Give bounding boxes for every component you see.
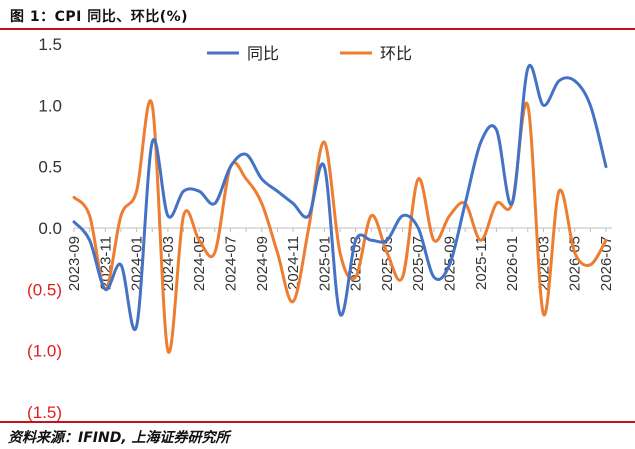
series-line-yoy xyxy=(72,63,608,331)
x-tick-label: 2024-11 xyxy=(285,236,302,290)
x-tick-label: 2024-07 xyxy=(222,236,239,291)
top-rule xyxy=(0,28,635,30)
y-tick-label: (1.5) xyxy=(27,403,62,422)
bottom-rule xyxy=(0,421,635,423)
y-axis: 1.5 1.0 0.5 0.0 (0.5) (1.0) (1.5) xyxy=(27,35,62,422)
legend: 同比 环比 xyxy=(207,44,412,63)
x-tick-label: 2026-07 xyxy=(598,236,615,291)
y-tick-label: (1.0) xyxy=(27,342,62,361)
series-line-mom xyxy=(72,99,608,354)
y-tick-label: 1.0 xyxy=(38,96,62,115)
figure-title: 图 1：CPI 同比、环比(%) xyxy=(10,9,189,25)
y-tick-label: (0.5) xyxy=(27,280,62,299)
x-tick-label: 2024-03 xyxy=(160,236,177,291)
y-tick-label: 0.0 xyxy=(38,219,62,238)
x-tick-label: 2025-07 xyxy=(410,236,427,291)
series-group xyxy=(72,63,608,354)
x-tick-label: 2026-01 xyxy=(504,236,521,291)
x-tick-label: 2023-09 xyxy=(66,236,83,291)
x-tick-label: 2024-05 xyxy=(191,236,208,291)
y-tick-label: 1.5 xyxy=(38,35,62,54)
source-note: 资料来源：IFIND, 上海证券研究所 xyxy=(8,430,230,446)
x-tick-label: 2025-05 xyxy=(379,236,396,291)
x-tick-label: 2024-09 xyxy=(254,236,271,291)
legend-label: 同比 xyxy=(247,44,279,63)
x-tick-label: 2025-11 xyxy=(473,236,490,290)
y-tick-label: 0.5 xyxy=(38,158,62,177)
legend-label: 环比 xyxy=(380,44,412,63)
x-tick-label: 2026-05 xyxy=(567,236,584,291)
x-tick-label: 2025-01 xyxy=(316,236,333,291)
